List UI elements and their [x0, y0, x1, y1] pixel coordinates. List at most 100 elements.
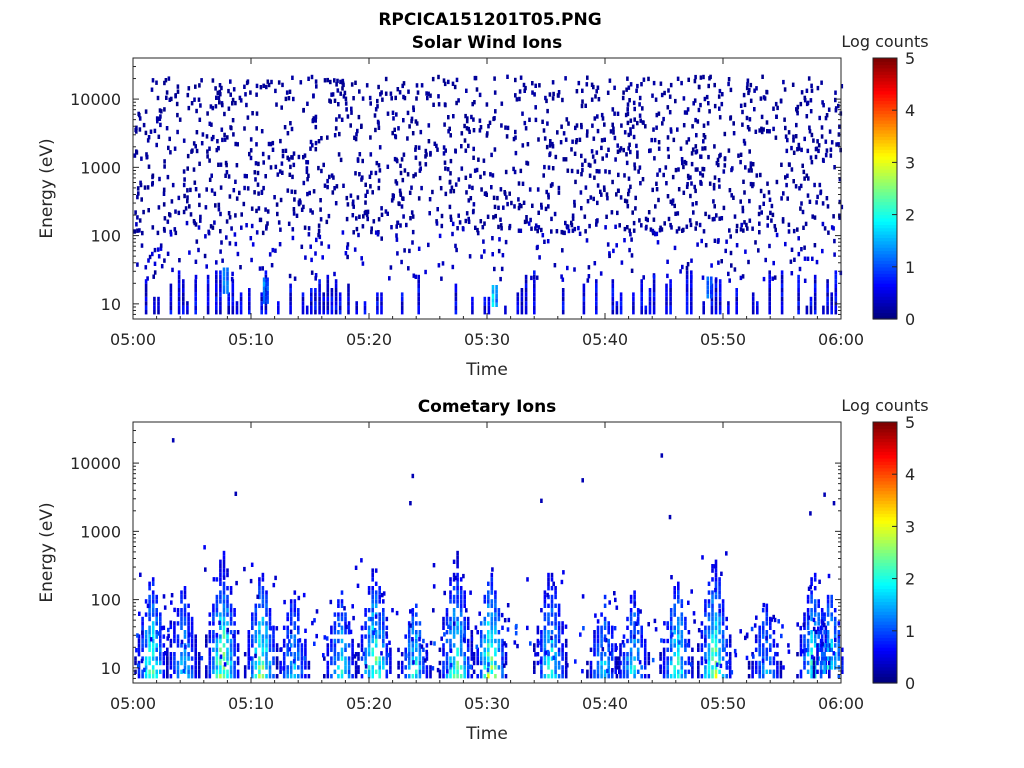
colorbar-swatch	[873, 594, 897, 599]
colorbar-swatch	[873, 149, 897, 154]
heatmap-cell	[177, 301, 181, 306]
heatmap-cell	[787, 130, 791, 135]
heatmap-cell	[627, 176, 631, 181]
heatmap-cell	[134, 656, 137, 661]
heatmap-cell	[545, 98, 548, 104]
heatmap-cell	[830, 305, 833, 310]
heatmap-cell	[206, 288, 210, 293]
heatmap-cell	[838, 177, 842, 182]
heatmap-cell	[728, 278, 731, 283]
heatmap-cell	[431, 189, 434, 195]
heatmap-cell	[723, 131, 727, 137]
heatmap-cell	[219, 572, 222, 578]
heatmap-cell	[326, 135, 329, 140]
heatmap-cell	[603, 669, 607, 674]
heatmap-cell	[800, 247, 803, 252]
heatmap-cell	[483, 638, 487, 644]
heatmap-cell	[690, 305, 693, 310]
heatmap-cell	[236, 656, 240, 661]
heatmap-cell	[552, 655, 555, 660]
heatmap-cell	[397, 201, 400, 206]
heatmap-cell	[838, 215, 841, 220]
heatmap-cell	[834, 637, 837, 643]
heatmap-cell	[225, 219, 229, 224]
heatmap-cell	[711, 568, 714, 573]
heatmap-cell	[718, 590, 721, 595]
heatmap-cell	[540, 643, 543, 648]
heatmap-cell	[748, 88, 751, 93]
heatmap-cell	[758, 634, 761, 639]
heatmap-cell	[222, 271, 226, 277]
heatmap-cell	[603, 652, 607, 657]
heatmap-cell	[755, 615, 758, 620]
heatmap-cell	[728, 656, 732, 661]
heatmap-cell	[197, 669, 201, 674]
heatmap-cell	[453, 84, 457, 90]
heatmap-cell	[304, 638, 307, 644]
heatmap-cell	[580, 103, 584, 109]
heatmap-cell	[826, 288, 829, 293]
heatmap-cell	[504, 674, 508, 679]
heatmap-cell	[265, 599, 268, 604]
heatmap-cell	[611, 668, 614, 673]
heatmap-cell	[707, 643, 711, 648]
heatmap-cell	[548, 92, 552, 97]
heatmap-cell	[803, 176, 806, 181]
heatmap-cell	[340, 652, 344, 657]
heatmap-cell	[772, 674, 776, 679]
heatmap-cell	[293, 665, 297, 670]
heatmap-cell	[442, 145, 446, 150]
heatmap-cell	[589, 665, 593, 670]
heatmap-cell	[541, 119, 544, 124]
heatmap-cell	[718, 115, 722, 120]
heatmap-cell	[284, 148, 288, 153]
heatmap-cell	[148, 608, 151, 613]
heatmap-cell	[262, 295, 266, 300]
heatmap-cell	[158, 176, 161, 182]
heatmap-cell	[452, 634, 456, 639]
heatmap-cell	[700, 238, 703, 244]
heatmap-cell	[261, 674, 265, 679]
heatmap-cell	[280, 647, 283, 652]
heatmap-cell	[407, 652, 411, 657]
heatmap-cell	[261, 151, 265, 157]
heatmap-cell	[257, 206, 261, 211]
heatmap-cell	[752, 654, 755, 659]
heatmap-cell	[653, 137, 657, 143]
heatmap-cell	[151, 656, 155, 661]
heatmap-cell	[443, 632, 446, 637]
heatmap-cell	[582, 301, 586, 306]
heatmap-cell	[318, 310, 321, 315]
heatmap-cell	[400, 310, 404, 315]
heatmap-cell	[793, 257, 796, 262]
heatmap-cell	[600, 634, 603, 639]
heatmap-cell	[589, 674, 593, 679]
heatmap-cell	[399, 170, 403, 176]
heatmap-cell	[188, 250, 191, 255]
heatmap-cell	[697, 660, 700, 666]
heatmap-cell	[386, 111, 390, 116]
colorbar-swatch	[873, 312, 897, 317]
heatmap-cell	[297, 200, 301, 205]
heatmap-cell	[582, 626, 585, 631]
heatmap-cell	[221, 258, 224, 263]
heatmap-cell	[610, 647, 614, 652]
heatmap-cell	[323, 656, 326, 661]
heatmap-cell	[215, 608, 219, 613]
heatmap-cell	[311, 118, 315, 124]
heatmap-cell	[557, 190, 561, 195]
heatmap-cell	[411, 214, 415, 219]
heatmap-cell	[820, 634, 824, 639]
heatmap-cell	[553, 211, 557, 217]
heatmap-cell	[374, 621, 378, 626]
heatmap-cell	[629, 131, 632, 136]
heatmap-cell	[273, 195, 276, 200]
heatmap-cell	[355, 216, 358, 221]
heatmap-cell	[297, 608, 300, 613]
heatmap-cell	[147, 135, 151, 140]
heatmap-cell	[564, 652, 568, 657]
heatmap-cell	[459, 586, 463, 591]
heatmap-cell	[765, 621, 769, 626]
heatmap-cell	[402, 118, 405, 123]
heatmap-cell	[487, 124, 490, 129]
